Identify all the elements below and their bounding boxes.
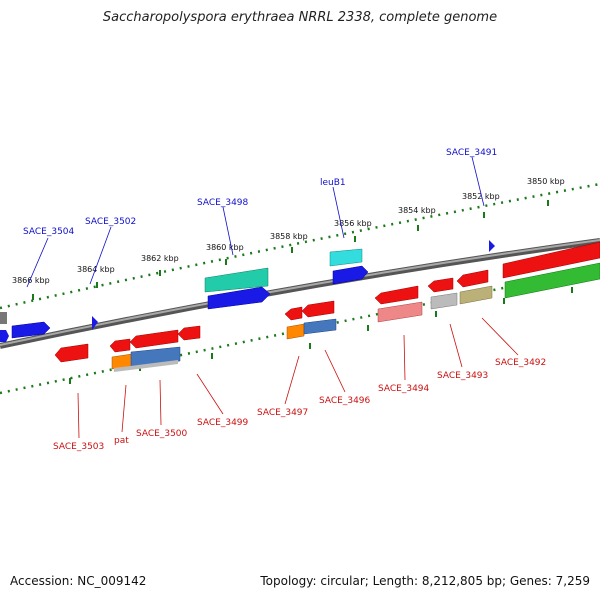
- forward-labels: SACE_3504 SACE_3502 SACE_3498 leuB1 SACE…: [23, 148, 497, 237]
- gene-orange-3497[interactable]: [286, 323, 305, 340]
- label-sace-3494: SACE_3494: [378, 384, 430, 394]
- label-sace-3500: SACE_3500: [136, 429, 188, 439]
- gene-blue-3496[interactable]: [303, 318, 337, 335]
- gene-sace-3498b[interactable]: [207, 286, 271, 310]
- gene-sace-3498[interactable]: [204, 267, 269, 293]
- forward-label-lines: [26, 156, 485, 288]
- topology-text: Topology: circular; Length: 8,212,805 bp…: [260, 574, 590, 588]
- scale-label-3854: 3854 kbp: [398, 206, 436, 215]
- label-sace-3498: SACE_3498: [197, 198, 249, 208]
- scale-label-3852: 3852 kbp: [462, 192, 500, 201]
- label-sace-3493: SACE_3493: [437, 371, 488, 381]
- label-leub1: leuB1: [320, 178, 346, 188]
- map-title: Saccharopolyspora erythraea NRRL 2338, c…: [102, 10, 498, 25]
- gene-sace-3504[interactable]: [11, 321, 51, 339]
- scale-label-3866: 3866 kbp: [12, 276, 50, 285]
- label-sace-3504: SACE_3504: [23, 227, 75, 237]
- gene-sace-3492-b[interactable]: [459, 285, 493, 305]
- scale-labels: 3866 kbp 3864 kbp 3862 kbp 3860 kbp 3858…: [12, 177, 565, 285]
- label-pat: pat: [114, 436, 129, 446]
- gene-small-blue-left[interactable]: [0, 330, 9, 342]
- gene-tiny-blue[interactable]: [92, 316, 98, 330]
- gene-sace-3500[interactable]: [130, 346, 181, 367]
- gene-sace-3496[interactable]: [301, 300, 335, 318]
- gene-tiny-blue-right[interactable]: [489, 240, 495, 252]
- scale-label-3864: 3864 kbp: [77, 265, 115, 274]
- gene-sace-3492-a[interactable]: [456, 269, 489, 288]
- scale-label-3860: 3860 kbp: [206, 243, 244, 252]
- gene-green-3491[interactable]: [504, 262, 600, 299]
- label-sace-3502: SACE_3502: [85, 217, 136, 227]
- label-sace-3497: SACE_3497: [257, 408, 308, 418]
- gene-partial-grey[interactable]: [0, 312, 7, 324]
- forward-genes: [0, 240, 600, 342]
- gene-grey-under[interactable]: [114, 360, 178, 372]
- gene-blue-mid[interactable]: [332, 265, 369, 285]
- label-sace-3491: SACE_3491: [446, 148, 497, 158]
- inner-major-ticks: [69, 287, 573, 384]
- label-sace-3492: SACE_3492: [495, 358, 546, 368]
- gene-sace-3494-a[interactable]: [374, 285, 419, 305]
- gene-sace-3503[interactable]: [54, 343, 89, 363]
- gene-leub1[interactable]: [329, 248, 363, 267]
- outer-major-ticks: [32, 200, 549, 300]
- reverse-label-lines: [77, 317, 519, 439]
- gene-sace-3493-a[interactable]: [427, 277, 454, 293]
- gene-red-3491-a[interactable]: [502, 241, 600, 279]
- gene-red-b[interactable]: [129, 329, 179, 349]
- label-sace-3499: SACE_3499: [197, 418, 249, 428]
- gene-sace-3494-b[interactable]: [377, 301, 423, 323]
- label-sace-3503: SACE_3503: [53, 442, 104, 452]
- scale-label-3850: 3850 kbp: [527, 177, 565, 186]
- label-sace-3496: SACE_3496: [319, 396, 371, 406]
- reverse-genes: [54, 269, 493, 372]
- gene-red-a[interactable]: [109, 338, 131, 353]
- scale-label-3856: 3856 kbp: [334, 219, 372, 228]
- accession-text: Accession: NC_009142: [10, 574, 147, 588]
- scale-label-3858: 3858 kbp: [270, 232, 308, 241]
- gene-red-c[interactable]: [177, 325, 201, 341]
- reverse-labels: SACE_3503 pat SACE_3500 SACE_3499 SACE_3…: [53, 358, 546, 452]
- gene-sace-3497[interactable]: [284, 306, 303, 321]
- scale-label-3862: 3862 kbp: [141, 254, 179, 263]
- gene-sace-3493-b[interactable]: [430, 292, 458, 310]
